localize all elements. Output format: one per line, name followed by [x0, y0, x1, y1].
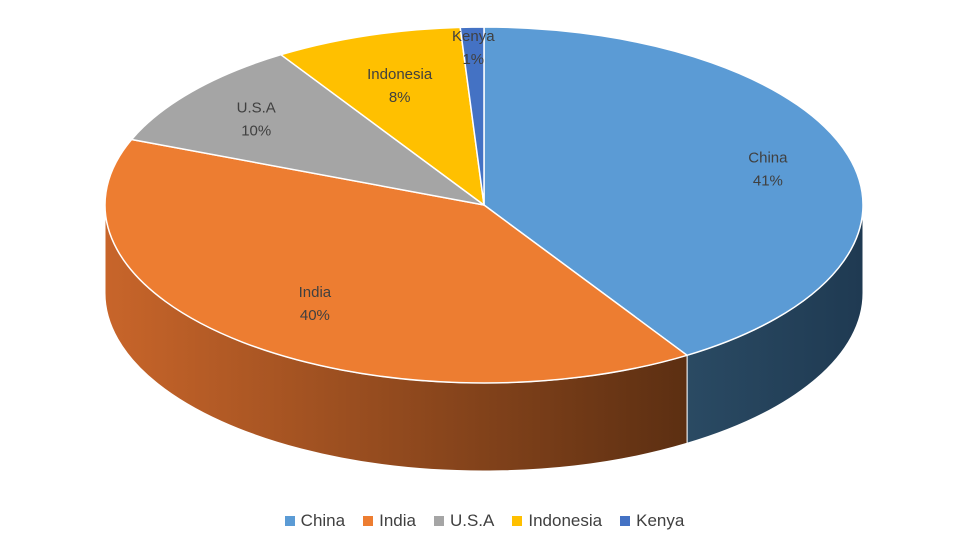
data-label-category-indonesia: Indonesia — [367, 66, 433, 83]
pie-slice-indonesia — [280, 26, 485, 206]
legend-label: Indonesia — [528, 511, 603, 530]
data-label-value-indonesia: 8% — [389, 89, 411, 106]
legend-label: India — [379, 511, 416, 530]
legend-item-u-s-a: U.S.A — [433, 511, 495, 531]
data-label-value-china: 41% — [753, 172, 783, 189]
legend-swatch — [433, 516, 444, 526]
data-label-category-china: China — [748, 149, 788, 166]
legend-swatch — [363, 516, 374, 526]
legend-swatch — [284, 516, 295, 526]
legend: China India U.S.A Indonesia Kenya — [0, 511, 969, 531]
legend-item-china: China — [284, 511, 346, 531]
legend-swatch — [512, 516, 523, 526]
data-label-value-india: 40% — [300, 307, 330, 324]
pie-slice-kenya — [459, 26, 485, 206]
legend-label: China — [300, 511, 346, 530]
data-label-value-u-s-a: 10% — [241, 123, 271, 140]
legend-label: Kenya — [636, 511, 685, 530]
pie-slice-u-s-a — [130, 53, 485, 206]
pie-slice-china — [483, 26, 864, 357]
legend-item-indonesia: Indonesia — [512, 511, 602, 531]
data-label-category-kenya: Kenya — [452, 28, 495, 45]
data-label-value-kenya: 1% — [462, 51, 484, 68]
legend-label: U.S.A — [449, 511, 495, 530]
pie-slice-india — [104, 138, 688, 384]
legend-item-india: India — [363, 511, 416, 531]
data-label-category-india: India — [299, 284, 332, 301]
legend-item-kenya: Kenya — [620, 511, 684, 531]
legend-swatch — [620, 516, 631, 526]
data-label-category-u-s-a: U.S.A — [237, 100, 276, 117]
